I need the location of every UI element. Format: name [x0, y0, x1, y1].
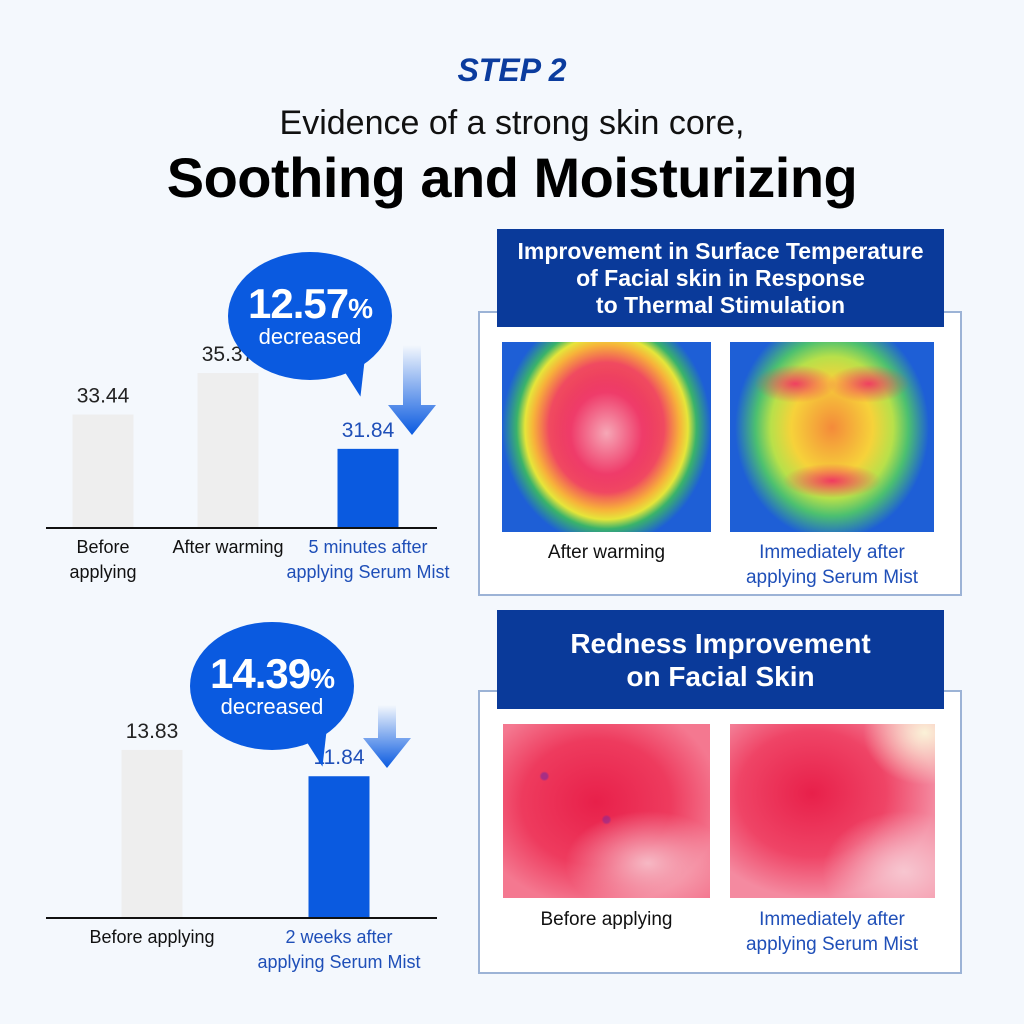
- bar-value-label: 31.84: [342, 419, 395, 442]
- redness-image-before: [503, 724, 710, 898]
- redness-image-after-serum: [730, 724, 935, 898]
- redness-bar-chart: 13.83 11.84 14.39% decreased Before apply…: [0, 610, 470, 990]
- decrease-callout: 12.57% decreased: [228, 252, 392, 380]
- category-label: Before applying: [89, 927, 215, 947]
- title-line: on Facial Skin: [626, 660, 815, 692]
- category-label: Before applying: [69, 537, 137, 582]
- chart-svg: 13.83 11.84: [46, 705, 437, 919]
- bar: [121, 749, 183, 917]
- arrow-down-icon: [363, 705, 411, 768]
- category-label: After warming: [172, 537, 284, 557]
- arrow-down-icon: [388, 345, 436, 435]
- bar: [308, 776, 370, 917]
- title-line: Redness Improvement: [570, 627, 871, 659]
- title-line: to Thermal Stimulation: [595, 291, 846, 318]
- category-label: 2 weeks after applying Serum Mist: [257, 927, 421, 972]
- image-caption: Immediately after applying Serum Mist: [745, 909, 919, 955]
- title-line: of Facial skin in Response: [576, 264, 865, 291]
- callout-value: 12.57: [247, 280, 349, 327]
- bar: [337, 448, 399, 527]
- redness-panel-title: Redness Improvement on Facial Skin: [497, 610, 944, 709]
- thermal-panel-title: Improvement in Surface Temperature of Fac…: [497, 229, 944, 327]
- page-title: Soothing and Moisturizing: [166, 146, 858, 209]
- callout-unit: %: [348, 293, 373, 324]
- subtitle: Evidence of a strong skin core,: [279, 104, 745, 142]
- bar: [72, 414, 134, 527]
- bar-value-label: 33.44: [77, 385, 130, 408]
- category-label: 5 minutes after applying Serum Mist: [286, 537, 450, 582]
- temperature-bar-chart: 33.44 35.37 31.84 12.57% decreased Before a…: [0, 230, 470, 600]
- callout-text: decreased: [220, 694, 324, 719]
- image-caption: Before applying: [540, 909, 673, 930]
- title-line: Improvement in Surface Temperature: [517, 237, 924, 264]
- thermal-image-after-serum: [730, 342, 934, 532]
- image-caption: Immediately after applying Serum Mist: [745, 542, 919, 588]
- step-label: STEP 2: [457, 52, 567, 88]
- decrease-callout: 14.39% decreased: [190, 622, 354, 750]
- bar: [197, 373, 259, 527]
- bar-value-label: 11.84: [314, 746, 365, 769]
- bar-value-label: 13.83: [126, 720, 179, 743]
- callout-value: 14.39: [209, 650, 311, 697]
- callout-text: decreased: [258, 324, 362, 349]
- thermal-image-after-warming: [502, 342, 711, 532]
- image-caption: After warming: [547, 542, 666, 563]
- callout-unit: %: [310, 663, 335, 694]
